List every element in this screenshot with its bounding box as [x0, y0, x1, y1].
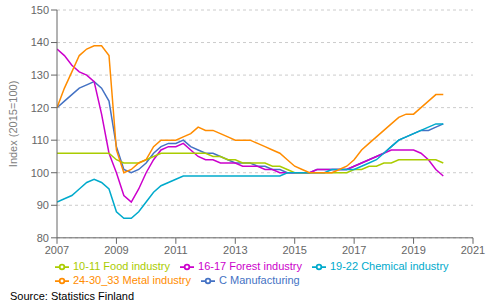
html-text:C Manufacturing: C Manufacturing — [219, 273, 300, 286]
html-text:19-22 Chemical industry: 19-22 Chemical industry — [330, 259, 449, 272]
svg-text:2021: 2021 — [461, 244, 485, 256]
svg-text:Index (2015=100): Index (2015=100) — [8, 81, 19, 168]
svg-text:2019: 2019 — [401, 244, 425, 256]
svg-text:2007: 2007 — [45, 244, 69, 256]
svg-text:2015: 2015 — [282, 244, 306, 256]
svg-text:110: 110 — [31, 134, 49, 146]
html-text:Source: Statistics Finland: Source: Statistics Finland — [10, 290, 135, 302]
html-text:16-17 Forest industry: 16-17 Forest industry — [198, 259, 302, 272]
svg-text:2009: 2009 — [104, 244, 128, 256]
svg-text:80: 80 — [37, 232, 49, 244]
svg-text:2011: 2011 — [164, 244, 188, 256]
svg-text:2013: 2013 — [223, 244, 247, 256]
svg-text:130: 130 — [31, 69, 49, 81]
svg-text:150: 150 — [31, 4, 49, 16]
html-text:10-11 Food industry: 10-11 Food industry — [73, 259, 170, 272]
svg-text:140: 140 — [31, 36, 49, 48]
svg-text:2017: 2017 — [342, 244, 366, 256]
svg-text:100: 100 — [31, 167, 49, 179]
html-text:24-30_33 Metal industry: 24-30_33 Metal industry — [73, 273, 191, 286]
svg-text:120: 120 — [31, 102, 49, 114]
svg-text:90: 90 — [37, 199, 49, 211]
